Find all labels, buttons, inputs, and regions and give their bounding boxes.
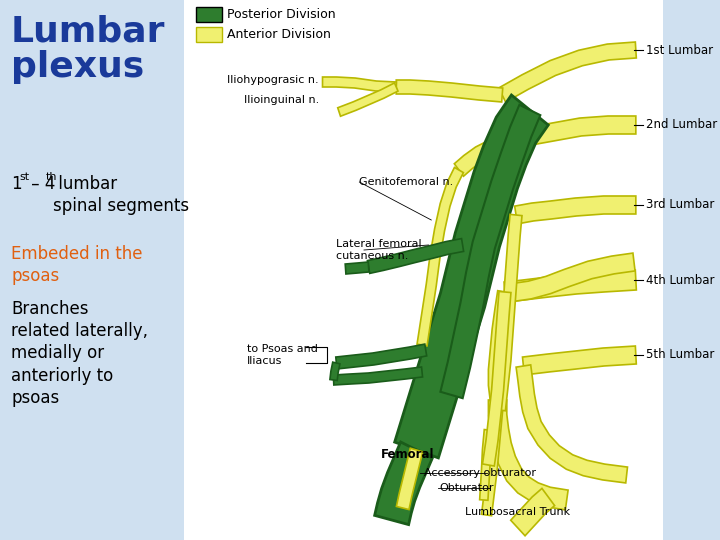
Polygon shape — [441, 105, 540, 398]
Polygon shape — [330, 362, 340, 381]
Text: st: st — [19, 172, 30, 182]
Polygon shape — [482, 292, 511, 466]
Polygon shape — [488, 400, 568, 510]
Bar — [184, 0, 663, 540]
Polygon shape — [510, 488, 554, 536]
Polygon shape — [395, 95, 549, 458]
Text: 1: 1 — [11, 175, 22, 193]
Polygon shape — [396, 80, 503, 102]
Bar — [197, 27, 222, 42]
Text: th: th — [46, 172, 58, 182]
Text: Accessory obturator: Accessory obturator — [424, 468, 536, 478]
Polygon shape — [323, 77, 397, 92]
Polygon shape — [367, 239, 464, 273]
Polygon shape — [482, 409, 503, 516]
Text: 5th Lumbar: 5th Lumbar — [646, 348, 714, 361]
Polygon shape — [516, 365, 628, 483]
Polygon shape — [374, 442, 433, 524]
Text: Branches
related laterally,
medially or
anteriorly to
psoas: Branches related laterally, medially or … — [11, 300, 148, 407]
Text: Obturator: Obturator — [439, 483, 494, 493]
Bar — [197, 7, 222, 22]
Polygon shape — [454, 134, 509, 176]
Text: Genitofemoral n.: Genitofemoral n. — [359, 177, 454, 187]
Polygon shape — [336, 344, 427, 369]
Polygon shape — [504, 270, 636, 302]
Polygon shape — [493, 214, 522, 411]
Text: Lateral femoral
cutaneous n.: Lateral femoral cutaneous n. — [336, 239, 422, 261]
Text: Iliohypograsic n.: Iliohypograsic n. — [228, 75, 319, 85]
Text: Anterior Division: Anterior Division — [227, 29, 330, 42]
Polygon shape — [505, 116, 636, 151]
Text: to Psoas and
Iliacus: to Psoas and Iliacus — [247, 344, 318, 366]
Text: lumbar
spinal segments: lumbar spinal segments — [53, 175, 189, 215]
Polygon shape — [480, 429, 492, 500]
Polygon shape — [397, 448, 423, 510]
Text: 2nd Lumbar: 2nd Lumbar — [646, 118, 717, 132]
Polygon shape — [515, 196, 636, 224]
Text: Ilioinguinal n.: Ilioinguinal n. — [243, 95, 319, 105]
Polygon shape — [523, 346, 636, 375]
Polygon shape — [499, 42, 636, 102]
Polygon shape — [417, 167, 464, 346]
Text: 4th Lumbar: 4th Lumbar — [646, 273, 714, 287]
Text: Lumbosacral Trunk: Lumbosacral Trunk — [465, 507, 570, 517]
Polygon shape — [333, 367, 423, 385]
Text: Embeded in the
psoas: Embeded in the psoas — [11, 245, 143, 285]
Bar — [0, 0, 184, 540]
Polygon shape — [338, 83, 398, 116]
Text: Lumbar
plexus: Lumbar plexus — [11, 15, 166, 84]
Text: Posterior Division: Posterior Division — [227, 9, 336, 22]
Text: 1st Lumbar: 1st Lumbar — [646, 44, 713, 57]
Text: – 4: – 4 — [26, 175, 55, 193]
Text: Femoral: Femoral — [381, 448, 434, 461]
Polygon shape — [345, 262, 369, 274]
Polygon shape — [505, 253, 635, 301]
Text: 3rd Lumbar: 3rd Lumbar — [646, 199, 714, 212]
Polygon shape — [488, 291, 512, 401]
